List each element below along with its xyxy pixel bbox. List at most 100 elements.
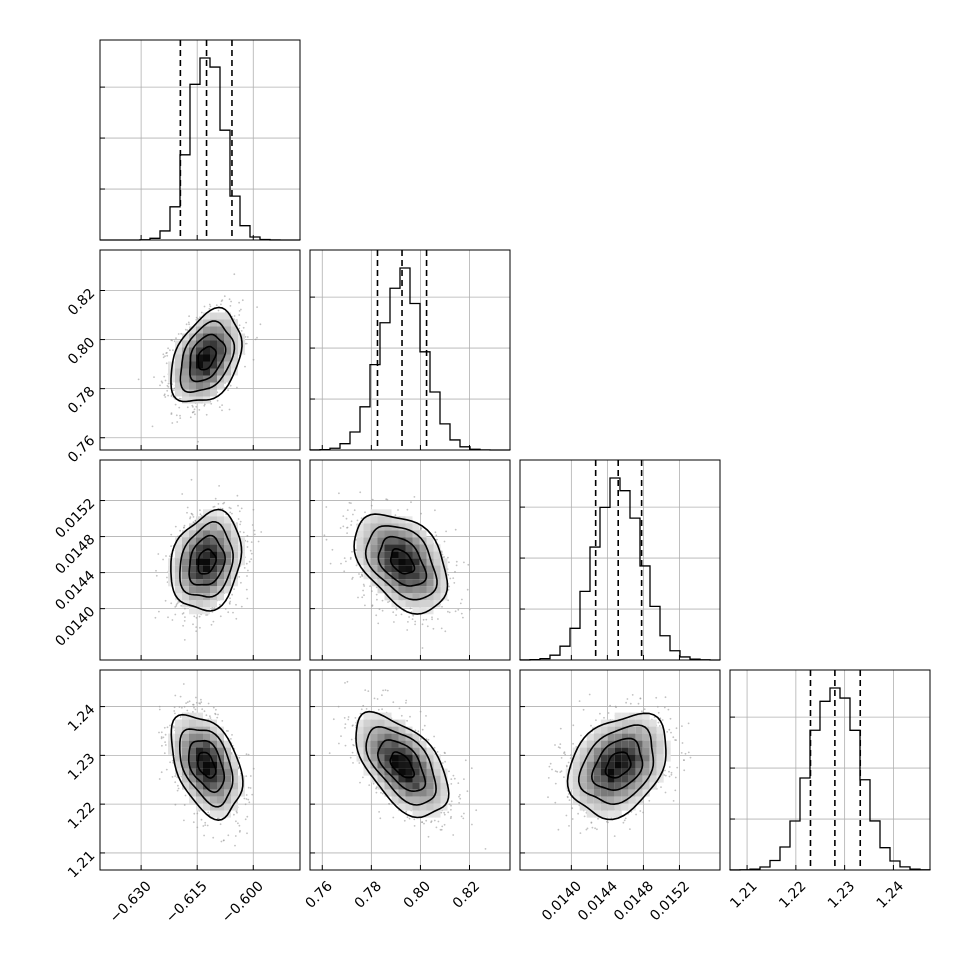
density-cell [412, 747, 420, 755]
density-cell [656, 733, 664, 741]
sample-point [177, 535, 179, 538]
sample-point [453, 777, 456, 780]
sample-point [551, 768, 553, 771]
density-cell [370, 537, 378, 545]
density-cell [600, 740, 608, 748]
sample-point [655, 696, 658, 699]
sample-point [256, 336, 258, 339]
sample-point [361, 596, 364, 599]
density-cell [405, 754, 413, 762]
density-cell [224, 347, 231, 355]
sample-point [452, 834, 455, 836]
density-cell [175, 551, 182, 559]
sample-point [408, 616, 410, 618]
sample-point [376, 698, 379, 700]
density-cell [600, 761, 608, 769]
density-cell [600, 768, 608, 776]
y-tick-label: 0.76 [65, 433, 98, 466]
sample-point [687, 722, 690, 725]
density-cell [433, 796, 441, 804]
density-cell [405, 782, 413, 790]
sample-point [595, 719, 597, 721]
density-cell [217, 326, 224, 334]
density-cell [210, 523, 217, 531]
sample-point [344, 723, 347, 725]
sample-point [248, 801, 251, 804]
sample-point [567, 761, 570, 764]
sample-point [329, 562, 332, 565]
sample-point [174, 803, 177, 806]
density-cell [231, 754, 238, 762]
sample-point [350, 738, 353, 741]
sample-point [447, 610, 449, 613]
density-cell [210, 600, 217, 608]
density-cell [426, 761, 434, 769]
density-cell [391, 796, 399, 804]
density-cell [593, 810, 601, 818]
sample-point [163, 726, 166, 729]
density-cell [224, 740, 231, 748]
sample-point [180, 332, 183, 335]
sample-point [392, 701, 395, 704]
contour-line-3 [566, 712, 667, 821]
sample-point [462, 616, 464, 619]
sample-point [675, 739, 677, 741]
sample-point [250, 552, 253, 555]
sample-point [164, 733, 167, 736]
sample-point [167, 382, 170, 385]
sample-point [199, 702, 202, 705]
x-tick-label: 0.76 [303, 878, 336, 911]
sample-point [196, 826, 199, 829]
density-cell [203, 530, 210, 538]
sample-point [167, 347, 170, 350]
density-cell [649, 726, 657, 734]
sample-point [172, 349, 174, 351]
contour-line-2 [365, 725, 437, 806]
y-tick-label: 0.80 [65, 335, 98, 368]
sample-point [185, 702, 188, 704]
contour-line-2 [179, 728, 234, 808]
density-cell [621, 754, 629, 762]
density-cell [384, 782, 392, 790]
sample-point [231, 593, 234, 596]
sample-point [246, 546, 249, 548]
sample-point [193, 812, 196, 815]
density-cell [182, 530, 189, 538]
density-cell [628, 796, 636, 804]
density-cell [189, 544, 196, 552]
sample-point [179, 529, 182, 532]
sample-point [349, 556, 352, 559]
sample-point [166, 354, 169, 357]
density-cell [210, 368, 217, 376]
density-cell [426, 579, 434, 587]
density-cell [182, 740, 189, 748]
sample-point [375, 586, 378, 589]
sample-point [365, 708, 368, 710]
density-cell [203, 768, 210, 776]
sample-point [378, 811, 380, 813]
sample-point [245, 753, 248, 756]
density-cell [182, 389, 189, 397]
density-cell [412, 754, 420, 762]
sample-point [186, 511, 188, 514]
sample-point [246, 575, 248, 577]
sample-point [337, 705, 340, 708]
sample-point [204, 821, 207, 824]
sample-point [247, 798, 250, 801]
density-cell [189, 368, 196, 376]
density-cell [391, 537, 399, 545]
density-cell [377, 516, 385, 524]
density-cell [370, 509, 378, 517]
sample-point [625, 701, 627, 704]
sample-point [342, 515, 345, 517]
density-cell [607, 782, 615, 790]
sample-point [346, 532, 348, 534]
sample-point [635, 813, 637, 816]
density-cell [433, 810, 441, 818]
contour-line-3 [353, 513, 449, 615]
density-cell [231, 558, 238, 566]
sample-point [443, 823, 446, 826]
sample-point [363, 594, 365, 597]
density-cell [377, 747, 385, 755]
sample-point [457, 608, 460, 611]
